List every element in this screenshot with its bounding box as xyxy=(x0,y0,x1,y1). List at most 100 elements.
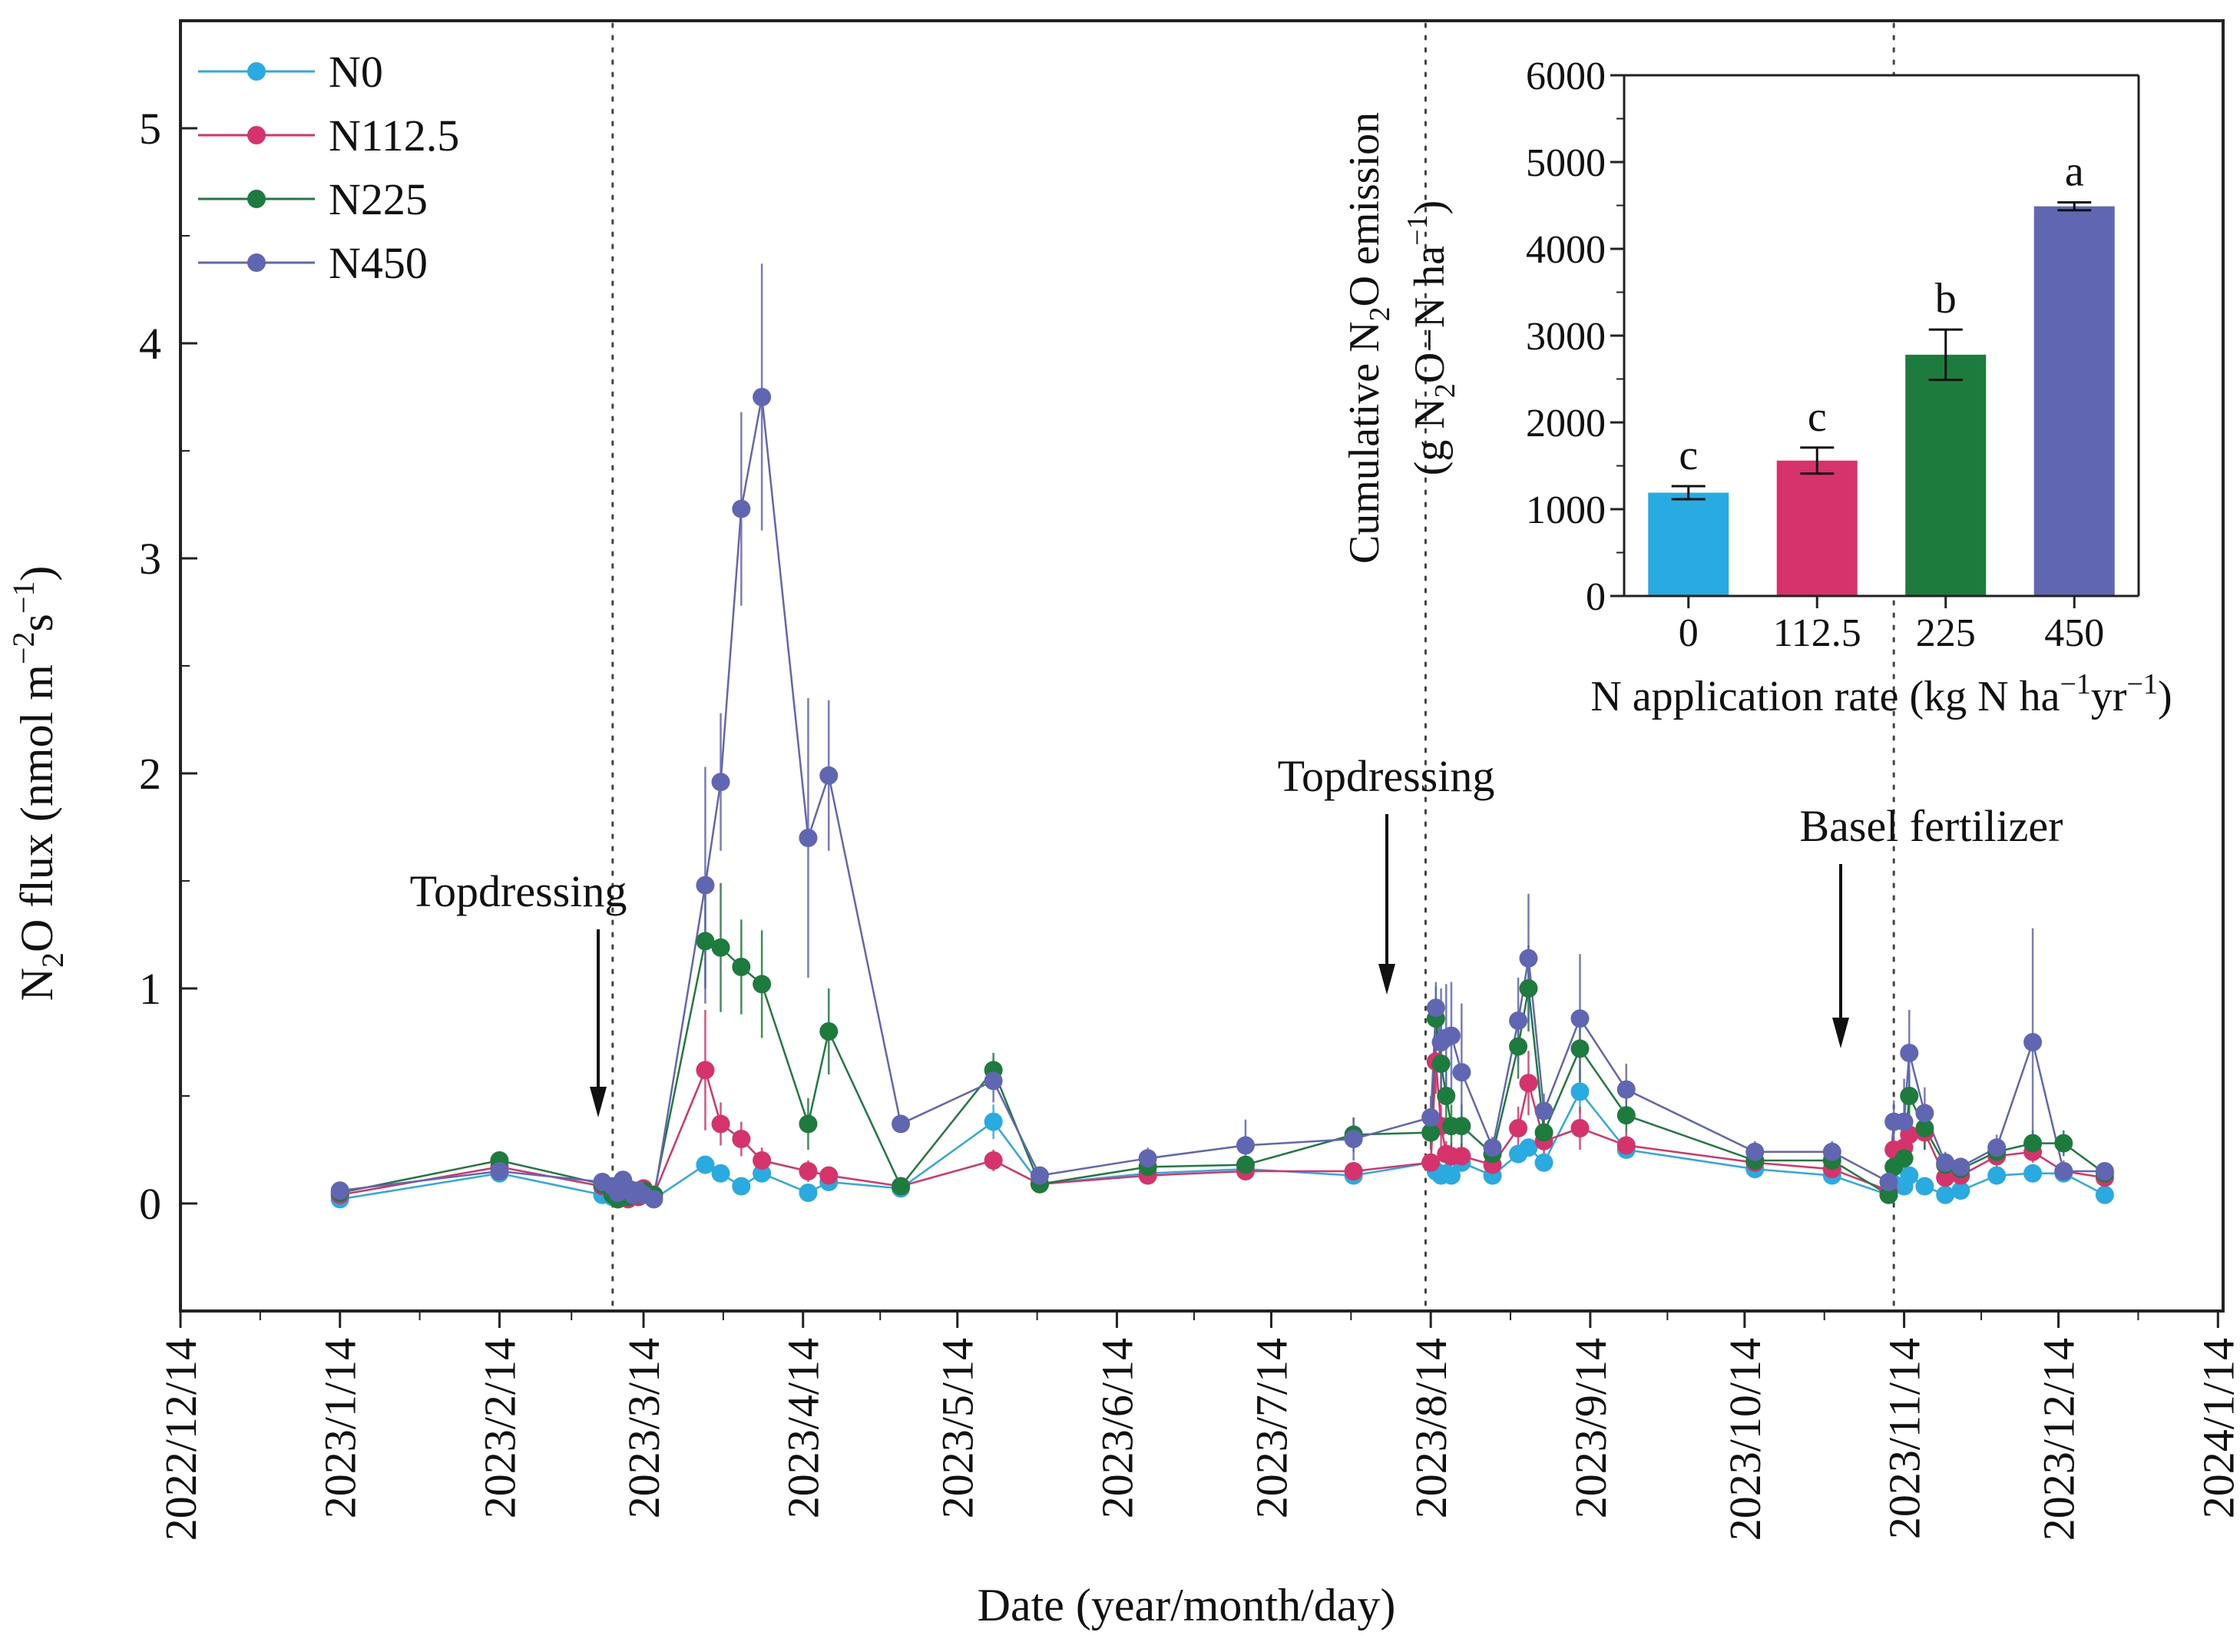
data-point xyxy=(1616,1106,1636,1125)
data-point xyxy=(753,388,772,406)
inset-y-tick-label: 5000 xyxy=(1526,141,1606,185)
data-point xyxy=(799,1184,818,1202)
inset-y-axis-title-line1: Cumulative N2O emission xyxy=(1341,112,1396,564)
inset-y-tick-label: 0 xyxy=(1586,575,1606,619)
inset-y-tick-label: 3000 xyxy=(1526,315,1606,359)
y-tick-label: 2 xyxy=(139,749,161,799)
data-point xyxy=(1915,1119,1934,1137)
data-point xyxy=(1616,1080,1636,1099)
y-tick-label: 3 xyxy=(139,534,161,584)
data-point xyxy=(1030,1166,1049,1185)
data-point xyxy=(1570,1119,1590,1137)
legend: N0 N112.5 N225 N450 xyxy=(198,47,459,288)
data-point xyxy=(1452,1147,1471,1166)
x-tick-label: 2023/11/14 xyxy=(1880,1338,1930,1539)
data-point xyxy=(1519,1074,1538,1093)
data-point xyxy=(984,1151,1003,1170)
inset-bar-225 xyxy=(1905,354,1987,596)
legend-label: N0 xyxy=(329,47,383,97)
data-point xyxy=(819,1022,839,1041)
x-tick-label: 2024/1/14 xyxy=(2193,1338,2240,1518)
data-point xyxy=(330,1181,349,1200)
data-point xyxy=(2095,1162,2114,1180)
inset-significance-letter: c xyxy=(1808,393,1827,441)
main-y-axis-title: N2O flux (nmol m−2s−1) xyxy=(6,566,70,1001)
data-point xyxy=(711,773,730,792)
data-point xyxy=(1534,1101,1553,1121)
y-tick-label: 0 xyxy=(139,1179,161,1229)
data-point xyxy=(1987,1138,2007,1157)
inset-y-axis-title-line2: (g N2O−N ha−1) xyxy=(1401,200,1461,476)
data-point xyxy=(753,1151,772,1170)
main-vlines xyxy=(611,22,1895,1309)
x-tick-label: 2023/7/14 xyxy=(1246,1338,1296,1518)
data-point xyxy=(1509,1119,1528,1137)
data-point xyxy=(1441,1166,1461,1185)
annotation-label: Basel fertilizer xyxy=(1800,801,2063,851)
data-point xyxy=(984,1112,1003,1131)
data-point xyxy=(1951,1181,1970,1200)
x-tick-label: 2022/12/14 xyxy=(156,1338,206,1541)
data-point xyxy=(819,766,839,785)
data-point xyxy=(1452,1117,1471,1136)
data-point xyxy=(1570,1039,1590,1058)
data-point xyxy=(1236,1136,1255,1155)
inset-significance-letter: b xyxy=(1935,275,1957,323)
data-point xyxy=(892,1177,911,1196)
main-y-axis: 0 1 2 3 4 5 xyxy=(139,104,197,1312)
data-point xyxy=(1421,1123,1441,1142)
main-x-axis-title: Date (year/month/day) xyxy=(978,1580,1396,1630)
y-tick-label: 1 xyxy=(139,964,161,1014)
main-series xyxy=(330,263,2114,1209)
data-point xyxy=(1344,1130,1363,1148)
inset-y-tick-label: 4000 xyxy=(1526,228,1606,272)
inset-bar-0 xyxy=(1648,492,1729,596)
legend-label: N450 xyxy=(329,238,428,288)
inset-x-tick-label: 112.5 xyxy=(1773,611,1861,655)
data-point xyxy=(1616,1136,1636,1155)
data-point xyxy=(1519,948,1538,968)
data-point xyxy=(1519,979,1538,998)
data-point xyxy=(711,1164,730,1183)
legend-marker xyxy=(247,62,266,81)
data-point xyxy=(732,1177,751,1196)
y-tick-label: 5 xyxy=(139,104,161,154)
legend-marker xyxy=(247,253,266,272)
data-point xyxy=(1570,1009,1590,1028)
data-point xyxy=(1900,1087,1919,1105)
inset-x-tick-label: 225 xyxy=(1916,611,1976,655)
data-point xyxy=(1236,1155,1255,1174)
inset-x-tick-label: 450 xyxy=(2044,611,2104,655)
x-tick-label: 2023/2/14 xyxy=(475,1338,524,1518)
data-point xyxy=(1452,1063,1471,1082)
data-point xyxy=(1900,1044,1919,1062)
data-point xyxy=(1915,1104,1934,1123)
data-point xyxy=(892,1114,911,1134)
data-point xyxy=(799,829,818,847)
x-tick-label: 2023/3/14 xyxy=(619,1338,669,1518)
main-chart: 0 1 2 3 4 5 2022/12/14 2023/1/14 2023/2/14 2023/… xyxy=(6,19,2240,1630)
inset-bar-450 xyxy=(2033,206,2115,596)
data-point xyxy=(2023,1164,2043,1183)
data-point xyxy=(2023,1033,2043,1051)
data-point xyxy=(799,1162,818,1180)
inset-x-axis: 0 112.5 225 450 xyxy=(1624,594,2139,655)
y-tick-label: 4 xyxy=(139,319,161,369)
x-tick-label: 2023/12/14 xyxy=(2034,1338,2084,1541)
inset-bars: c c b a xyxy=(1648,148,2115,596)
legend-label: N112.5 xyxy=(329,111,459,161)
data-point xyxy=(711,938,730,957)
data-point xyxy=(2054,1162,2073,1180)
inset-y-axis: 0 1000 2000 3000 4000 5000 6000 xyxy=(1526,55,2140,619)
x-tick-label: 2023/5/14 xyxy=(933,1338,983,1518)
data-point xyxy=(1509,1011,1528,1030)
data-point xyxy=(696,1155,715,1174)
data-point xyxy=(1879,1185,1898,1204)
annotation-arrow-head xyxy=(1378,964,1395,995)
data-point xyxy=(1426,998,1445,1018)
data-point xyxy=(1138,1149,1157,1168)
data-point xyxy=(1483,1138,1502,1157)
data-point xyxy=(1936,1168,1955,1187)
inset-y-tick-label: 6000 xyxy=(1526,55,1606,98)
